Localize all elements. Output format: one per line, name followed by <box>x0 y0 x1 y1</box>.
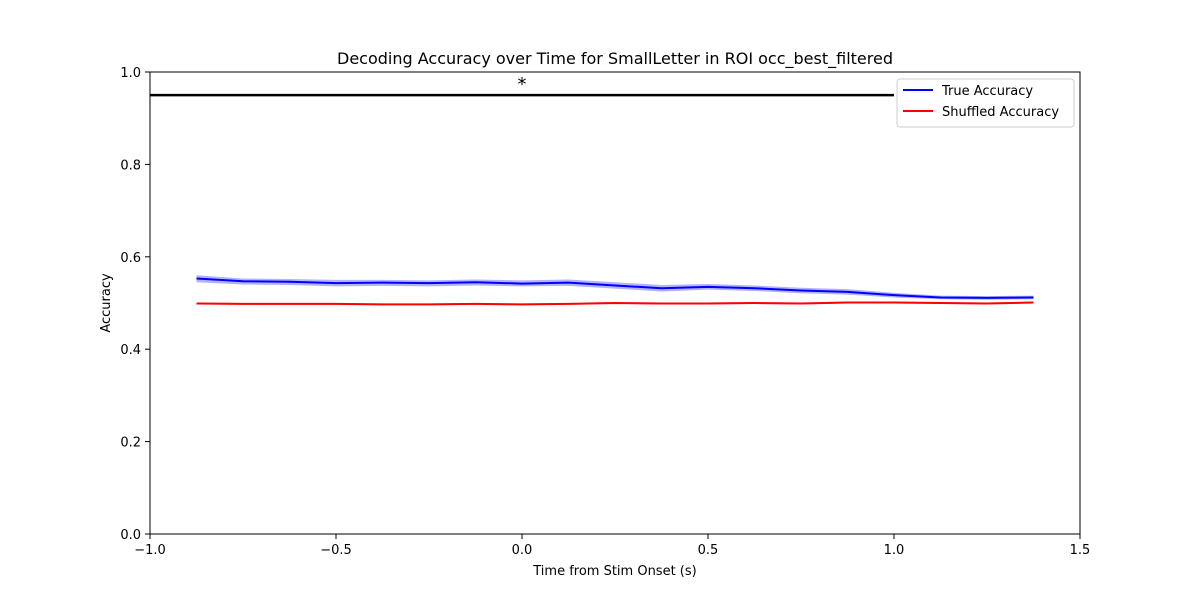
legend-box <box>896 78 1075 128</box>
y-tick-label: 1.0 <box>120 66 141 81</box>
y-tick-label: 0.4 <box>120 343 141 358</box>
x-axis-label: Time from Stim Onset (s) <box>532 564 696 579</box>
x-tick-label: −1.0 <box>134 543 166 558</box>
x-tick-label: 0.5 <box>698 543 719 558</box>
y-tick-label: 0.6 <box>120 251 141 266</box>
x-axis-ticks: −1.0 −0.5 0.0 0.5 1.0 1.5 <box>134 534 1090 558</box>
legend: True Accuracy Shuffled Accuracy <box>896 78 1075 128</box>
series-lines <box>196 277 1034 306</box>
series-line-true-accuracy <box>196 277 1034 299</box>
y-tick-label: 0.0 <box>120 528 141 543</box>
x-tick-label: 1.0 <box>884 543 905 558</box>
significance-layer: * <box>150 74 894 97</box>
y-tick-label: 0.2 <box>120 436 141 451</box>
x-tick-label: −0.5 <box>320 543 352 558</box>
y-axis-ticks: 0.0 0.2 0.4 0.6 0.8 1.0 <box>120 66 150 543</box>
x-tick-label: 1.5 <box>1070 543 1091 558</box>
x-tick-label: 0.0 <box>512 543 533 558</box>
series-line-shuffled-accuracy <box>196 301 1034 306</box>
confidence-band-true-accuracy <box>196 275 1034 300</box>
plot-frame <box>149 71 1081 535</box>
legend-label-true-accuracy: True Accuracy <box>941 84 1033 99</box>
y-axis-label: Accuracy <box>99 273 114 333</box>
legend-label-shuffled-accuracy: Shuffled Accuracy <box>942 105 1059 120</box>
significance-marker: * <box>518 74 527 95</box>
y-tick-label: 0.8 <box>120 158 141 173</box>
chart-title: Decoding Accuracy over Time for SmallLet… <box>337 49 893 69</box>
